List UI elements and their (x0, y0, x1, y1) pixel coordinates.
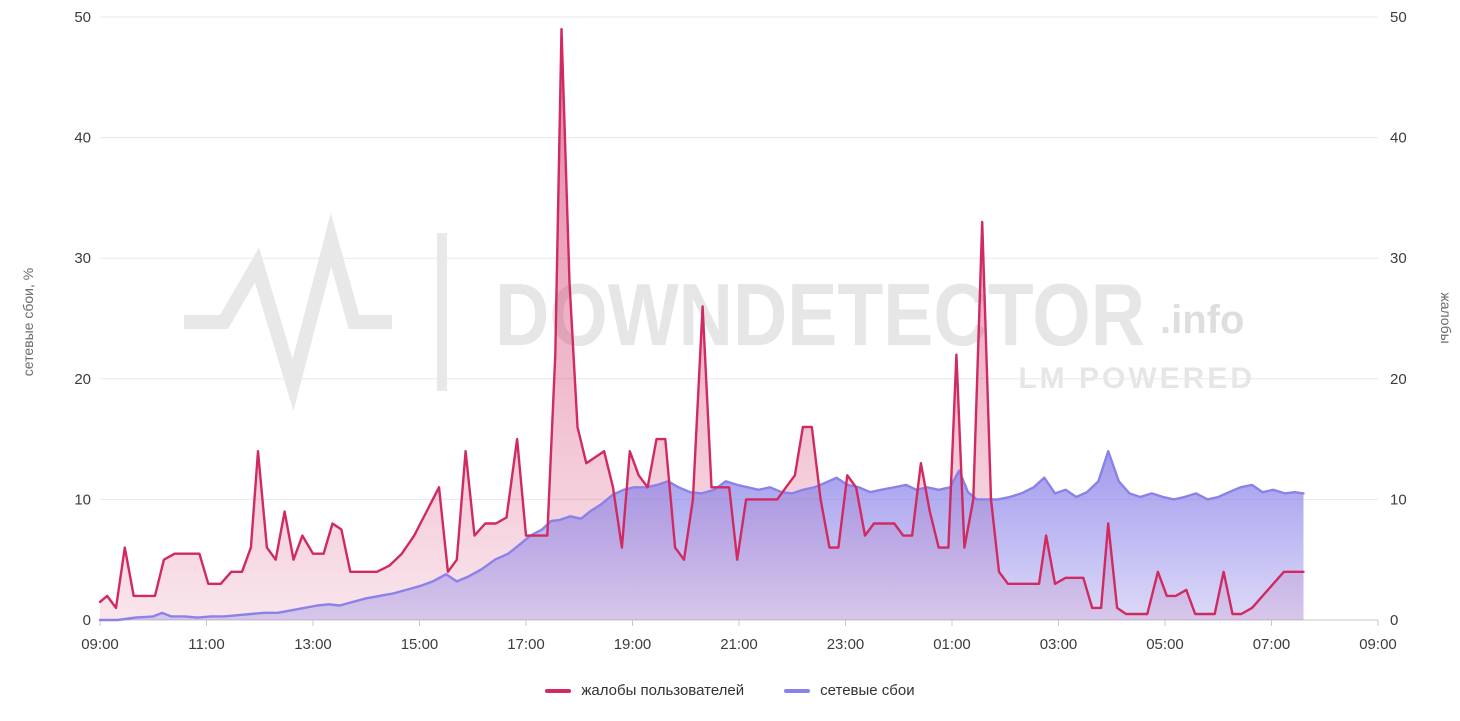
y-tick-left: 10 (74, 491, 91, 508)
y-tick-right: 30 (1390, 250, 1407, 267)
y-axis-right-label: жалобы (1438, 292, 1454, 343)
watermark-brand-text: DOWNDETECTOR (495, 265, 1145, 364)
y-tick-left: 20 (74, 371, 91, 388)
y-tick-left: 30 (74, 250, 91, 267)
legend-item-complaints[interactable]: жалобы пользователей (545, 682, 744, 699)
x-tick-label: 15:00 (401, 636, 439, 653)
x-tick-label: 09:00 (81, 636, 119, 653)
x-tick-label: 01:00 (933, 636, 971, 653)
x-tick-label: 09:00 (1359, 636, 1397, 653)
series-line-network-failures (98, 450, 1305, 622)
watermark-divider (437, 233, 447, 391)
y-tick-right: 0 (1390, 612, 1398, 629)
series-line-complaints (98, 27, 1305, 616)
series-group (98, 27, 1305, 622)
legend-swatch-icon (545, 688, 572, 693)
y-tick-left: 0 (83, 612, 91, 629)
y-tick-labels: 0 0 10 10 20 20 30 30 40 40 50 50 (74, 9, 1406, 629)
x-tick-label: 13:00 (294, 636, 332, 653)
y-tick-right: 50 (1390, 9, 1407, 26)
downdetector-pulse-icon (184, 213, 392, 411)
x-tick-label: 05:00 (1146, 636, 1184, 653)
y-tick-left: 50 (74, 9, 91, 26)
x-tick-label: 03:00 (1040, 636, 1078, 653)
x-tick-label: 21:00 (720, 636, 758, 653)
y-tick-right: 20 (1390, 371, 1407, 388)
chart-legend: жалобы пользователей сетевые сбои (0, 660, 1460, 721)
x-tick-label: 19:00 (614, 636, 652, 653)
x-tick-labels: 09:00 11:00 13:00 15:00 17:00 19:00 21:00 23:00… (81, 620, 1397, 653)
legend-label: сетевые сбои (820, 682, 915, 699)
x-tick-label: 17:00 (507, 636, 545, 653)
legend-item-network-failures[interactable]: сетевые сбои (784, 682, 915, 699)
x-tick-label: 23:00 (827, 636, 865, 653)
x-tick-label: 07:00 (1253, 636, 1291, 653)
watermark-suffix-text: .info (1160, 298, 1244, 342)
y-tick-left: 40 (74, 130, 91, 147)
x-tick-label: 11:00 (188, 636, 224, 653)
legend-label: жалобы пользователей (581, 682, 745, 699)
y-tick-right: 40 (1390, 130, 1407, 147)
legend-swatch-icon (784, 688, 811, 693)
y-axis-left-label: сетевые сбои, % (20, 268, 36, 376)
y-tick-right: 10 (1390, 491, 1407, 508)
